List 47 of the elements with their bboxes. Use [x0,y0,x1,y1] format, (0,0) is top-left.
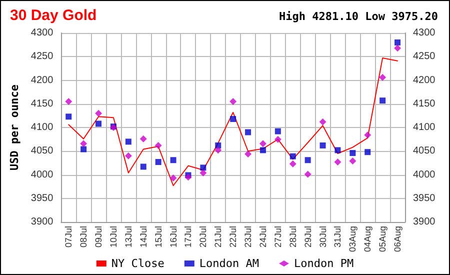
y2-tick-label: 3950 [413,192,436,204]
x-tick-label: 17Jul [183,226,194,248]
y-tick-label: 4200 [30,74,54,86]
x-tick-label: 27Jul [272,226,283,248]
x-tick-label: 06Aug [392,226,403,252]
x-tick-label: 31Jul [332,226,343,248]
x-tick-label: 13Jul [123,226,134,248]
x-tick-label: 24Jul [258,226,268,248]
legend-label: London PM [294,257,354,270]
y-tick-label: 4250 [30,51,54,62]
y-tick-label: 4050 [30,146,54,157]
y2-tick-label: 4100 [413,122,436,133]
y-tick-label: 4150 [30,98,54,110]
y-tick-label: 4000 [30,169,54,180]
x-tick-label: 16Jul [168,226,178,248]
y-tick-label: 3900 [30,216,54,228]
x-tick-label: 29Jul [302,226,313,248]
x-tick-label: 04Aug [362,226,373,252]
y2-tick-label: 3900 [413,216,436,228]
x-tick-label: 15Jul [153,226,164,248]
y2-tick-label: 4200 [413,74,436,86]
x-tick-label: 22Jul [228,226,238,248]
y-tick-label: 4300 [30,28,54,38]
y2-tick-label: 4000 [413,169,436,180]
x-tick-label: 14Jul [138,226,148,248]
x-tick-label: 03Aug [348,226,358,252]
y2-tick-label: 4050 [413,146,436,157]
x-tick-label: 08Jul [78,226,89,248]
y-axis-title: USD per ounce [8,84,21,171]
y2-tick-label: 4150 [413,98,436,110]
legend-label: NY Close [111,257,164,270]
y-tick-label: 3950 [30,192,54,204]
x-tick-label: 05Aug [378,226,388,252]
x-tick-label: 09Jul [94,226,104,248]
legend-label: London AM [199,257,260,270]
x-tick-label: 10Jul [108,226,118,248]
x-tick-label: 07Jul [64,226,74,248]
x-tick-label: 30Jul [318,226,328,248]
x-tick-label: 23Jul [243,226,254,248]
text: High 4281.10 Low 3975.20 [279,10,438,23]
x-tick-label: 21Jul [213,226,224,248]
y-tick-label: 4100 [30,122,54,133]
x-tick-label: 28Jul [288,226,298,248]
y2-tick-label: 4250 [413,51,436,62]
y2-tick-label: 4300 [413,28,436,38]
chart-title: 30 Day Gold [10,7,97,24]
x-tick-label: 20Jul [198,226,208,248]
